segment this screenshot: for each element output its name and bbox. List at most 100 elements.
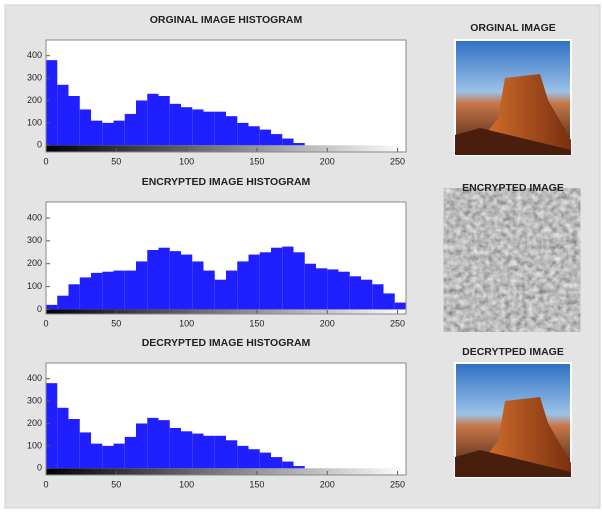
histogram-bar xyxy=(204,436,215,468)
histogram-bar xyxy=(114,271,125,310)
histogram-bar xyxy=(192,261,203,309)
y-tick-label: 0 xyxy=(37,304,42,314)
original-image xyxy=(455,40,571,155)
y-tick-label: 100 xyxy=(27,281,42,291)
x-tick-label: 100 xyxy=(179,156,194,166)
histogram-bar xyxy=(125,271,136,310)
x-tick-label: 50 xyxy=(111,156,121,166)
histogram-bar xyxy=(159,420,170,468)
image-title: DECRYTPED IMAGE xyxy=(462,346,564,358)
x-tick-label: 200 xyxy=(320,156,335,166)
x-tick-label: 0 xyxy=(43,479,48,489)
histogram-bar xyxy=(237,123,248,145)
histogram-bar xyxy=(215,280,226,310)
histogram-bar xyxy=(192,109,203,145)
histogram-bar xyxy=(361,280,372,310)
chart-title: DECRYPTED IMAGE HISTOGRAM xyxy=(142,337,311,349)
histogram-bar xyxy=(282,462,293,469)
y-tick-label: 300 xyxy=(27,235,42,245)
histogram-bar xyxy=(80,277,91,309)
histogram-bar xyxy=(69,419,80,468)
histogram-bar xyxy=(114,121,125,146)
histogram-bar xyxy=(294,466,305,468)
histogram-bar xyxy=(271,248,282,310)
histogram-bar xyxy=(316,268,327,309)
histogram-bar xyxy=(80,109,91,145)
histogram-bar xyxy=(260,130,271,146)
y-tick-label: 200 xyxy=(27,95,42,105)
histogram-bar xyxy=(181,431,192,468)
histogram-bar xyxy=(125,114,136,145)
y-tick-label: 400 xyxy=(27,212,42,222)
histogram-bar xyxy=(237,261,248,309)
page: {"chart_data": [ {"type": "histogram", "… xyxy=(0,0,603,522)
histogram-bar xyxy=(57,85,68,145)
histogram-bar xyxy=(339,272,350,310)
y-tick-label: 0 xyxy=(37,463,42,473)
histogram-bar xyxy=(260,252,271,309)
y-tick-label: 300 xyxy=(27,72,42,82)
histogram-bar xyxy=(91,121,102,146)
histogram-bar xyxy=(204,271,215,310)
histogram-bar xyxy=(192,434,203,469)
decrypted-image xyxy=(455,363,571,477)
histogram-bar xyxy=(69,96,80,145)
histogram-bar xyxy=(327,269,338,309)
histogram-bar xyxy=(170,428,181,468)
histogram-bar xyxy=(249,126,260,145)
histogram-bar xyxy=(170,104,181,145)
histogram-bar xyxy=(271,457,282,468)
x-tick-label: 50 xyxy=(111,318,121,328)
histogram-bar xyxy=(395,303,406,310)
histogram-bar xyxy=(57,408,68,468)
histogram-bar xyxy=(170,251,181,309)
histogram-bar xyxy=(226,116,237,145)
histogram-bar xyxy=(46,305,57,310)
histogram-bar xyxy=(147,418,158,468)
x-tick-label: 150 xyxy=(249,479,264,489)
histogram-bar xyxy=(91,444,102,469)
histogram-bar xyxy=(204,112,215,146)
colorbar xyxy=(46,309,406,314)
y-tick-label: 400 xyxy=(27,373,42,383)
x-tick-label: 250 xyxy=(390,479,405,489)
image-title: ORGINAL IMAGE xyxy=(470,22,556,34)
histogram-bar xyxy=(114,444,125,469)
histogram-bar xyxy=(102,272,113,310)
histogram-bar xyxy=(181,255,192,310)
x-tick-label: 250 xyxy=(390,156,405,166)
y-tick-label: 0 xyxy=(37,140,42,150)
y-tick-label: 100 xyxy=(27,117,42,127)
y-tick-label: 400 xyxy=(27,50,42,60)
histogram-bar xyxy=(226,440,237,468)
histogram-bar xyxy=(136,261,147,309)
x-tick-label: 50 xyxy=(111,479,121,489)
y-tick-label: 300 xyxy=(27,395,42,405)
histogram-bar xyxy=(159,248,170,310)
histogram-bar xyxy=(305,264,316,310)
histogram-bar xyxy=(57,296,68,310)
histogram-bar xyxy=(102,446,113,468)
histogram-bar xyxy=(260,453,271,469)
image-title: ENCRYPTED IMAGE xyxy=(462,182,564,194)
histogram-bar xyxy=(69,284,80,309)
histogram-bar xyxy=(159,96,170,145)
chart-title: ORGINAL IMAGE HISTOGRAM xyxy=(150,14,303,26)
histogram-bar xyxy=(215,112,226,146)
chart-title: ENCRYPTED IMAGE HISTOGRAM xyxy=(142,176,311,188)
histogram-bar xyxy=(249,449,260,468)
histogram-bar xyxy=(91,273,102,310)
histogram-bar xyxy=(80,432,91,468)
histogram-bar xyxy=(282,247,293,310)
histogram-bar xyxy=(136,423,147,468)
histogram-bar xyxy=(271,134,282,145)
x-tick-label: 0 xyxy=(43,156,48,166)
histogram-bar xyxy=(147,250,158,309)
figure: ORGINAL IMAGE ENCRYPTED IMAGE DECRYTPED … xyxy=(0,0,603,517)
histogram-bar xyxy=(237,446,248,468)
colorbar xyxy=(46,468,406,475)
histogram-bar xyxy=(372,284,383,309)
y-tick-label: 200 xyxy=(27,418,42,428)
histogram-bar xyxy=(294,252,305,309)
histogram-bar xyxy=(282,139,293,146)
